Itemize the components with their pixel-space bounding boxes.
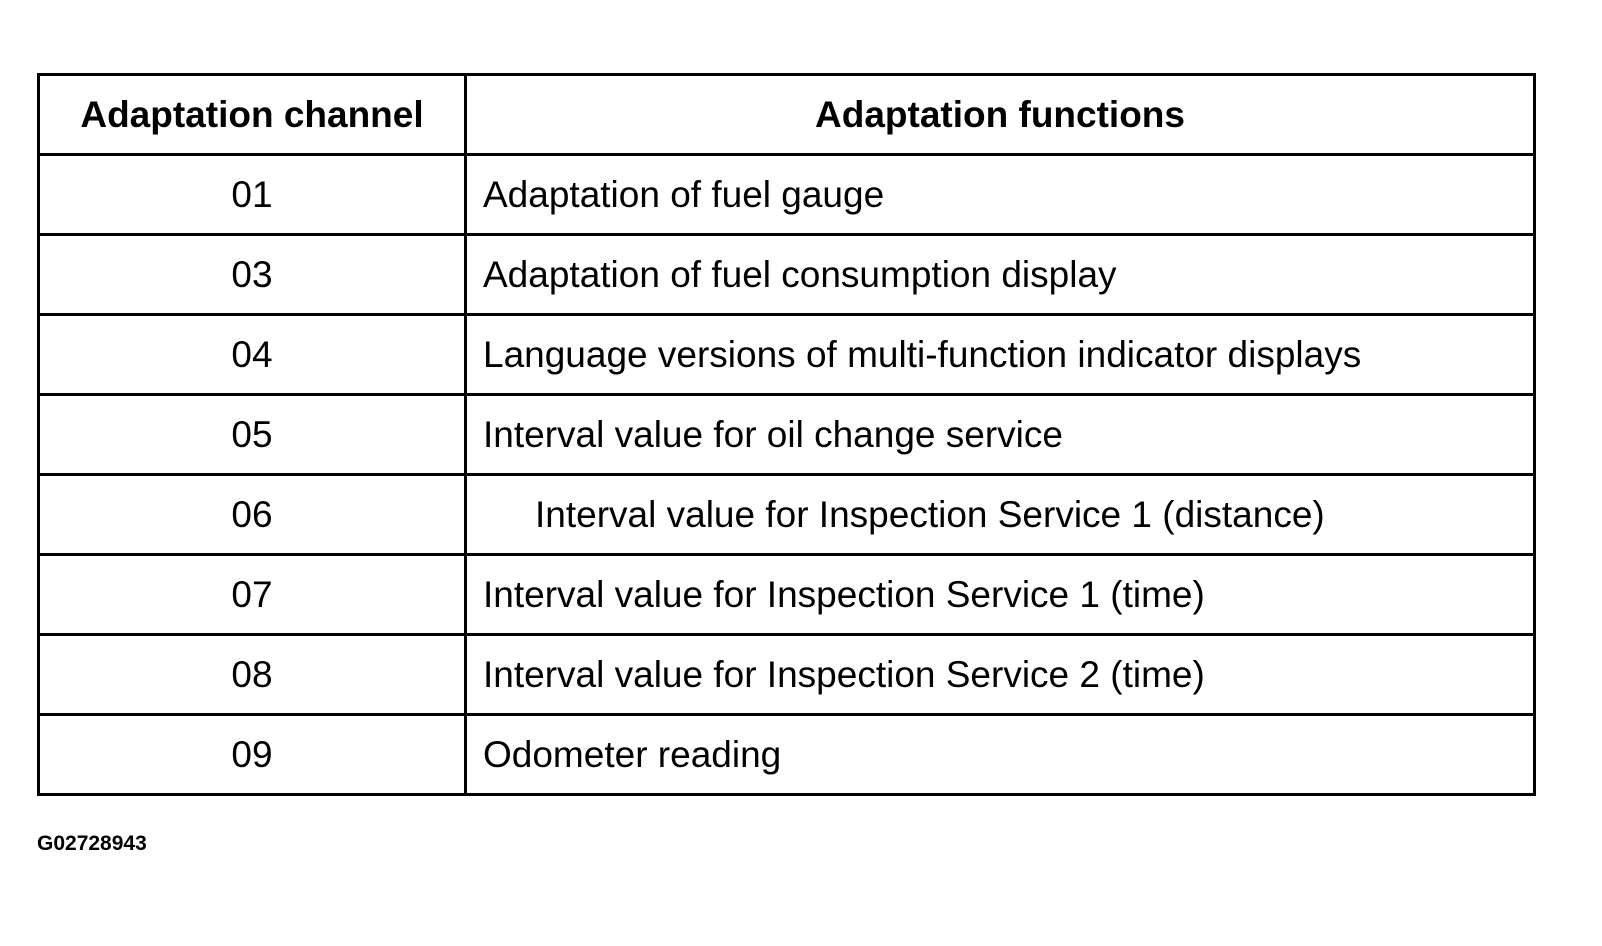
channel-cell: 06 [37,473,467,556]
channel-cell: 08 [37,633,467,716]
channel-cell: 05 [37,393,467,476]
channel-cell: 03 [37,233,467,316]
function-cell: Interval value for Inspection Service 1 … [464,473,1536,556]
table-row: 05 Interval value for oil change service [37,393,1536,476]
table-row: 04 Language versions of multi-function i… [37,313,1536,396]
table-row: 09 Odometer reading [37,713,1536,796]
table-header-row: Adaptation channel Adaptation functions [37,73,1536,156]
channel-cell: 04 [37,313,467,396]
channel-cell: 01 [37,153,467,236]
figure-id-label: G02728943 [37,832,147,855]
header-adaptation-channel: Adaptation channel [37,73,467,156]
function-cell: Language versions of multi-function indi… [464,313,1536,396]
function-cell: Odometer reading [464,713,1536,796]
function-cell: Adaptation of fuel consumption display [464,233,1536,316]
table-row: 08 Interval value for Inspection Service… [37,633,1536,716]
function-cell: Interval value for Inspection Service 2 … [464,633,1536,716]
function-cell: Interval value for oil change service [464,393,1536,476]
table-row: 03 Adaptation of fuel consumption displa… [37,233,1536,316]
header-adaptation-functions: Adaptation functions [464,73,1536,156]
adaptation-channel-table: Adaptation channel Adaptation functions … [37,73,1536,796]
channel-cell: 07 [37,553,467,636]
channel-cell: 09 [37,713,467,796]
table-row: 06 Interval value for Inspection Service… [37,473,1536,556]
table-row: 07 Interval value for Inspection Service… [37,553,1536,636]
function-cell: Adaptation of fuel gauge [464,153,1536,236]
function-cell: Interval value for Inspection Service 1 … [464,553,1536,636]
table-row: 01 Adaptation of fuel gauge [37,153,1536,236]
